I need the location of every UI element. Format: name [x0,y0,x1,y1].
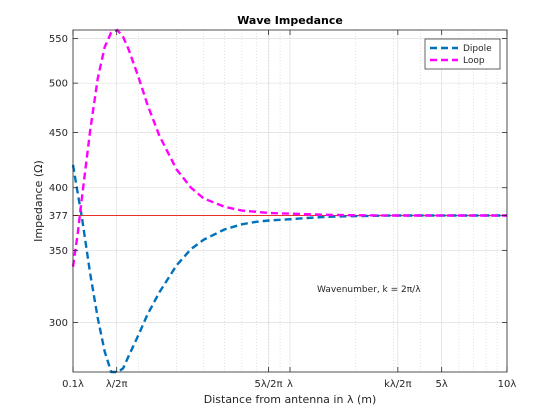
y-tick-label: 300 [49,318,68,329]
legend-label-dipole: Dipole [463,44,492,54]
x-tick-label: 5λ [436,379,448,390]
y-tick-label: 377 [49,211,68,222]
wavenumber-annotation: Wavenumber, k = 2π/λ [317,285,421,295]
x-tick-label: kλ/2π [384,379,411,390]
x-tick-label: λ [287,379,293,390]
ticks: 0.1λ λ/2π 5λ/2π λ kλ/2π 5λ 10λ 300 350 377 400 450 5… [49,30,516,390]
x-tick-label: 0.1λ [62,379,84,390]
y-tick-label: 550 [49,34,68,45]
y-tick-label: 400 [49,183,68,194]
y-tick-label: 500 [49,79,68,90]
x-tick-label: 10λ [498,379,517,390]
x-axis-label: Distance from antenna in λ (m) [204,393,377,406]
series-group [71,28,507,374]
legend-label-loop: Loop [463,56,485,66]
y-axis-label: Impedance (Ω) [32,160,45,242]
series-line-loop [71,28,507,267]
x-tick-label: 5λ/2π [254,379,282,390]
series-line-dipole [71,164,507,374]
y-tick-label: 350 [49,246,68,257]
chart-title: Wave Impedance [237,14,343,27]
legend: Dipole Loop [424,38,501,70]
y-tick-label: 450 [49,128,68,139]
x-tick-label: λ/2π [106,379,128,390]
legend-box [424,38,501,70]
